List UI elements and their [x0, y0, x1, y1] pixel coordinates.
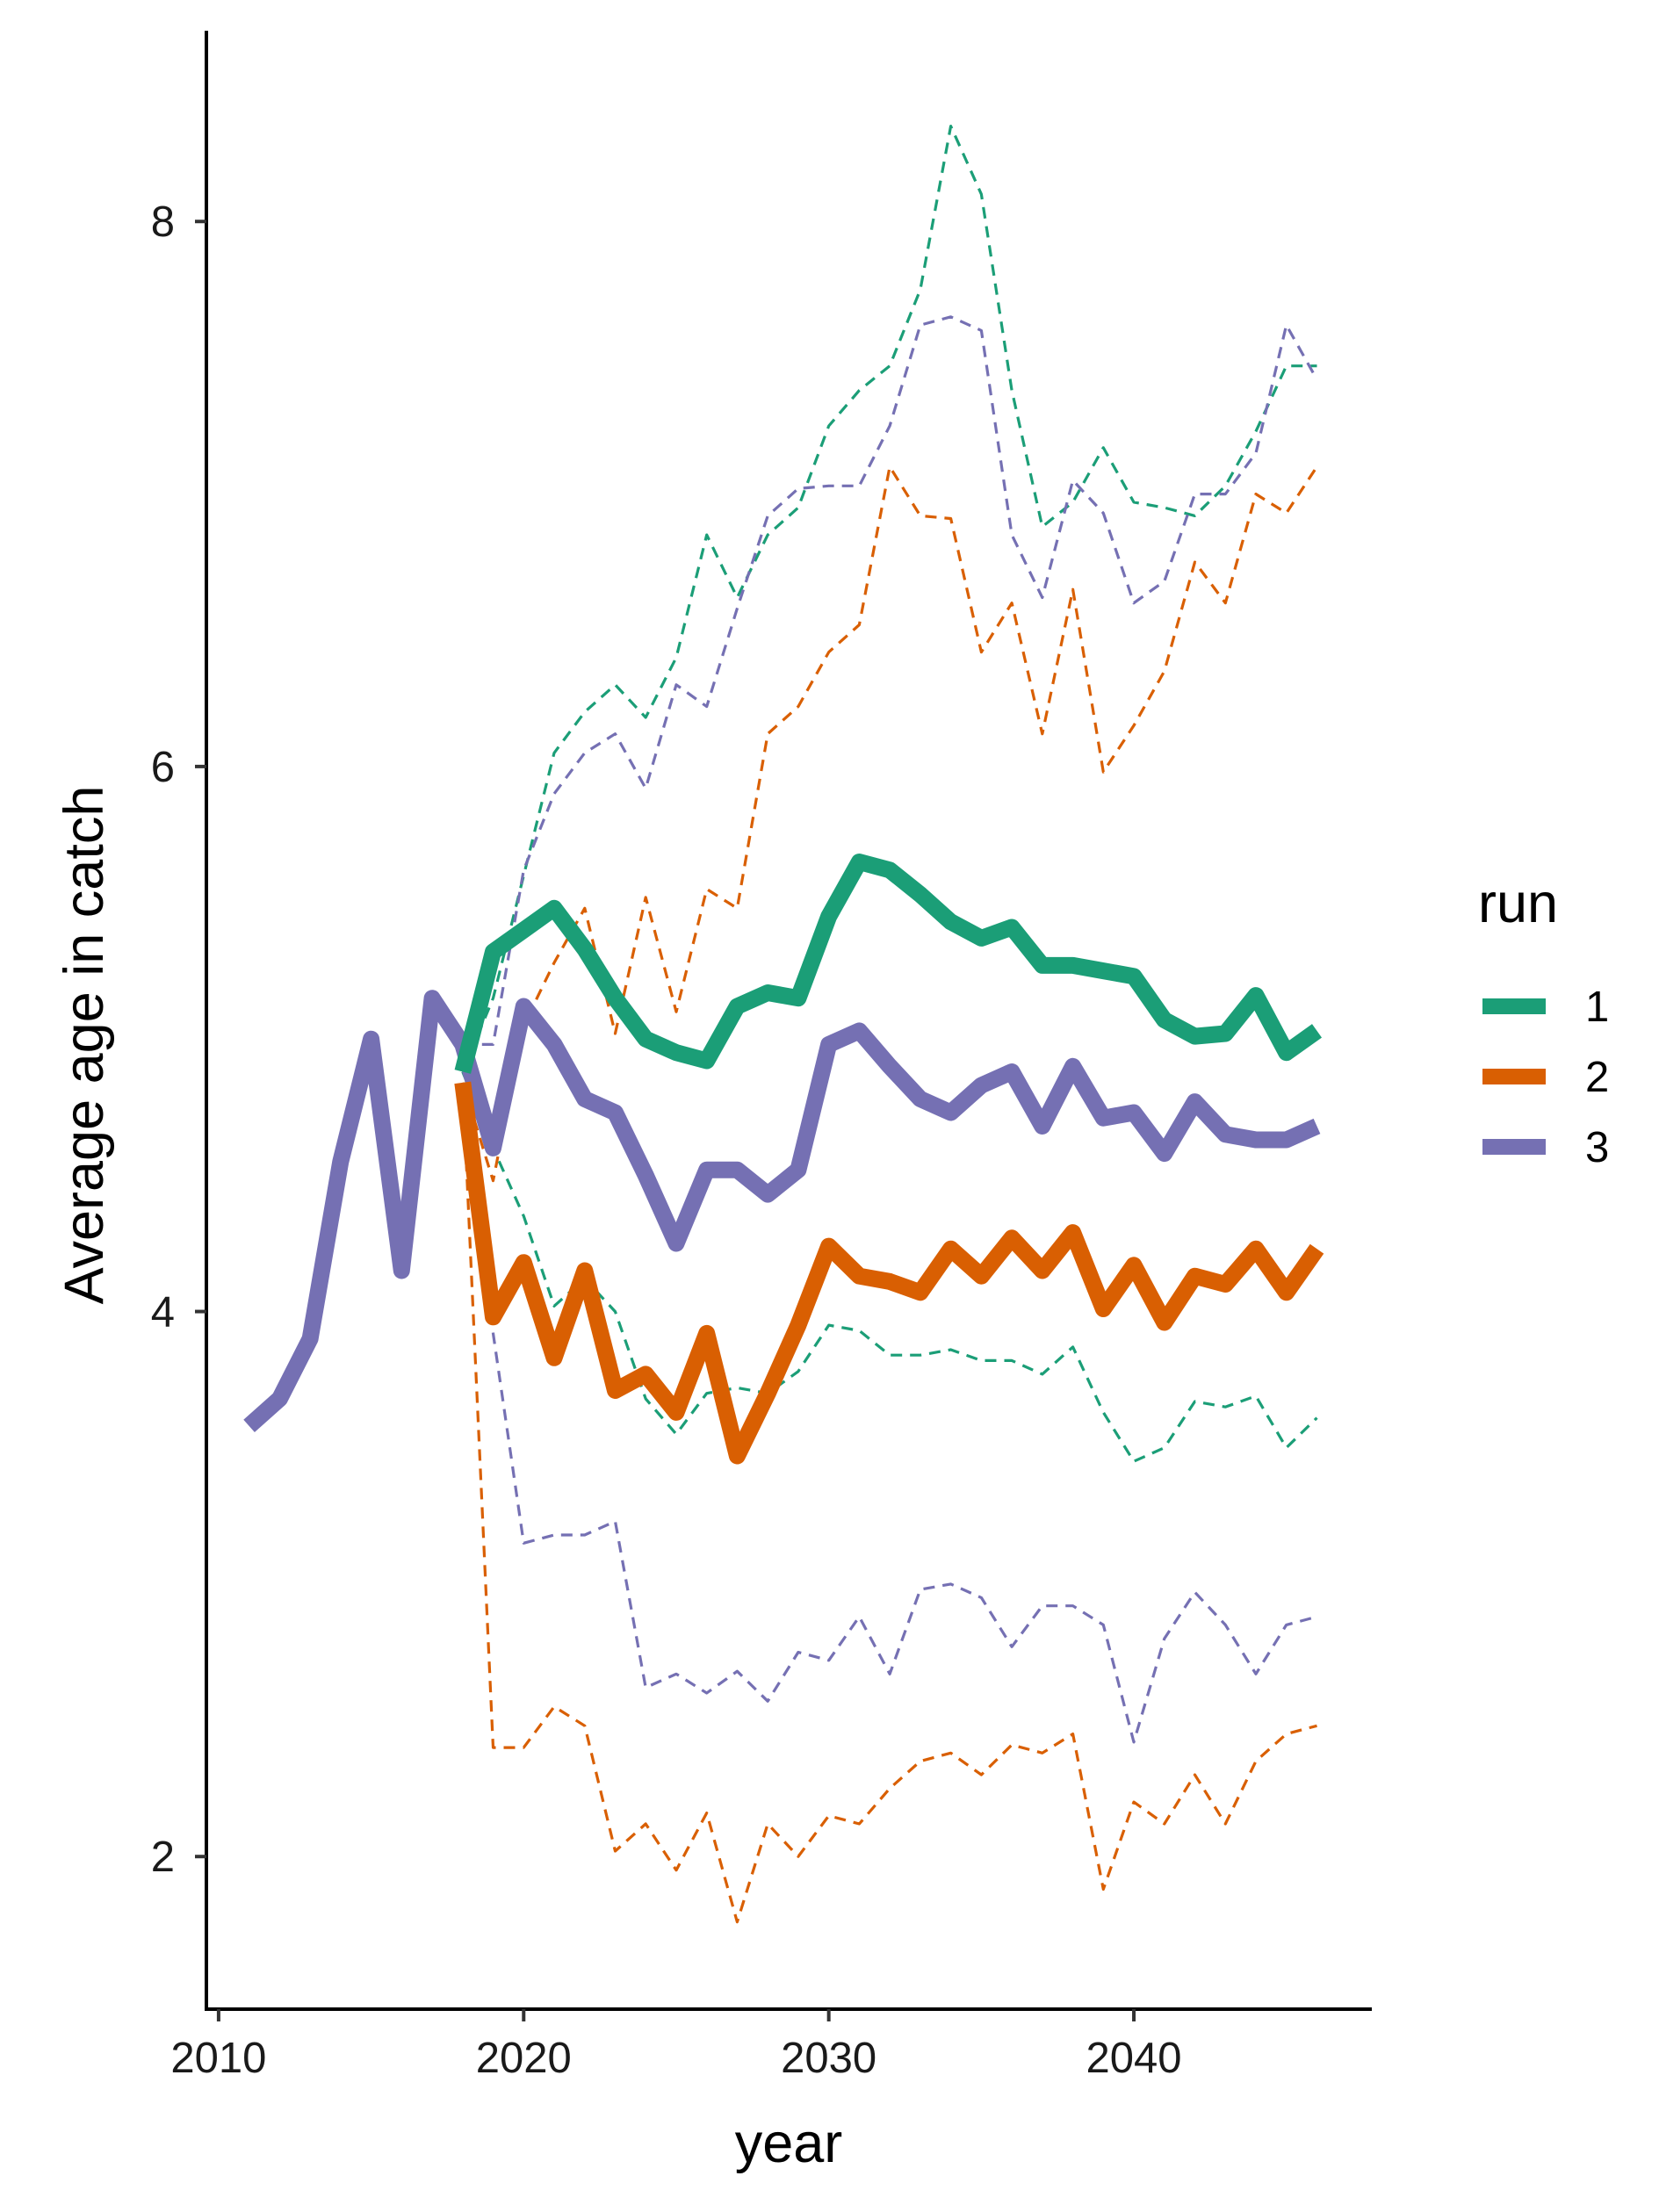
- legend-label-3: 3: [1585, 1124, 1609, 1171]
- series-1-median-line: [454, 854, 1323, 1074]
- legend-label-2: 2: [1585, 1054, 1609, 1101]
- ticks-layer: 2 4 6 8 2010 2020 2030 2040: [151, 198, 1182, 2082]
- x-tick-label: 2020: [476, 2035, 572, 2082]
- series-1-upper-dashed-line: [461, 125, 1317, 1073]
- series-3-lower-dashed-line: [461, 1044, 1317, 1744]
- series-3-median-line: [243, 990, 1321, 1432]
- series-3-upper-dashed-line: [462, 315, 1318, 1046]
- x-tick-label: 2030: [781, 2035, 876, 2082]
- y-tick-label: 6: [151, 744, 175, 791]
- y-tick-label: 4: [151, 1289, 175, 1337]
- series-layer: [243, 125, 1324, 1924]
- legend-entries: 1 2 3: [1482, 984, 1609, 1171]
- legend-label-1: 1: [1585, 984, 1609, 1031]
- y-axis-title: Average age in catch: [54, 786, 115, 1305]
- x-tick-label: 2010: [170, 2035, 266, 2082]
- legend: run 1 2 3: [1478, 873, 1609, 1171]
- series-2-lower-dashed-line: [461, 1082, 1317, 1924]
- series-2-median-line: [454, 1081, 1324, 1465]
- x-tick-label: 2040: [1086, 2035, 1182, 2082]
- axes-layer: [205, 31, 1372, 2011]
- y-tick-label: 8: [151, 198, 175, 246]
- y-tick-label: 2: [151, 1834, 175, 1881]
- x-axis-title: year: [735, 2113, 843, 2174]
- legend-title: run: [1478, 873, 1558, 934]
